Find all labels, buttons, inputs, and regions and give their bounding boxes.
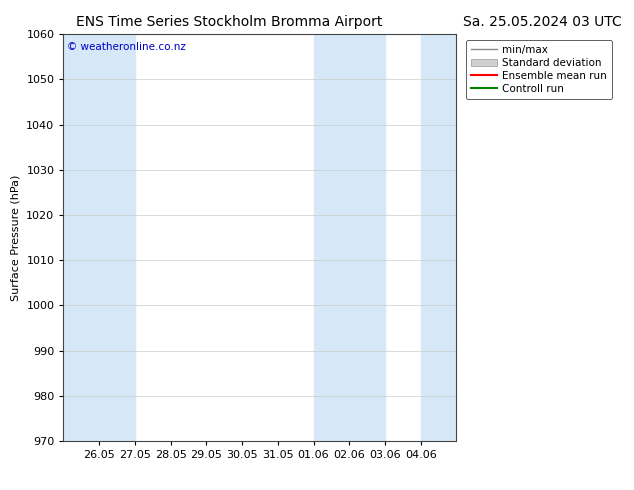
Text: ENS Time Series Stockholm Bromma Airport: ENS Time Series Stockholm Bromma Airport bbox=[76, 15, 382, 29]
Bar bbox=[421, 34, 456, 441]
Bar bbox=[314, 34, 385, 441]
Text: © weatheronline.co.nz: © weatheronline.co.nz bbox=[67, 43, 186, 52]
Y-axis label: Surface Pressure (hPa): Surface Pressure (hPa) bbox=[11, 174, 21, 301]
Text: Sa. 25.05.2024 03 UTC: Sa. 25.05.2024 03 UTC bbox=[463, 15, 621, 29]
Legend: min/max, Standard deviation, Ensemble mean run, Controll run: min/max, Standard deviation, Ensemble me… bbox=[465, 40, 612, 99]
Bar bbox=[63, 34, 135, 441]
